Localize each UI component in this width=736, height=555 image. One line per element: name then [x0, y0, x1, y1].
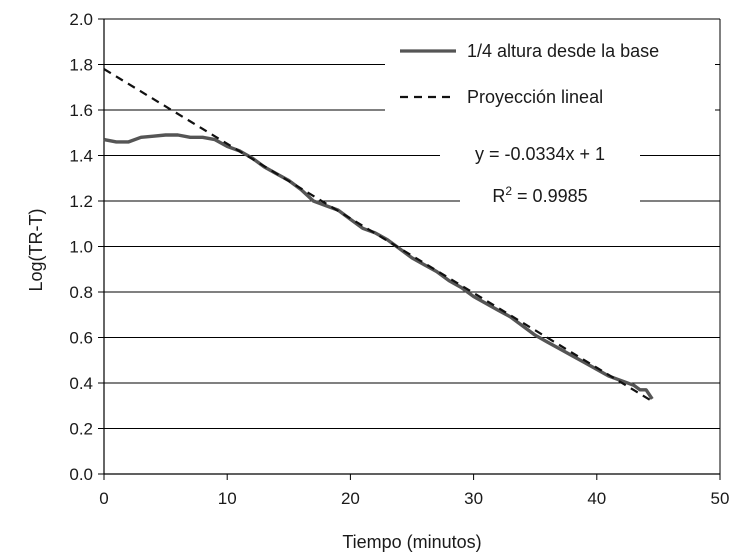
y-tick-labels: 0.0 0.2 0.4 0.6 0.8 1.0 1.2 1.4 1.6 1.8 2.0 — [69, 10, 93, 484]
y-tick-label: 1.0 — [69, 238, 93, 257]
x-tick-label: 50 — [711, 489, 730, 508]
x-tick-label: 0 — [99, 489, 108, 508]
x-tick-labels: 0 10 20 30 40 50 — [99, 489, 729, 508]
r-squared: R2 = 0.9985 — [492, 184, 587, 206]
equation-background — [440, 140, 640, 170]
regression-equation: y = -0.0334x + 1 — [475, 144, 605, 164]
y-tick-label: 2.0 — [69, 10, 93, 29]
axes — [98, 18, 721, 480]
r-squared-background — [460, 183, 640, 213]
x-tick-label: 10 — [218, 489, 237, 508]
series-lines — [103, 68, 654, 403]
y-tick-label: 1.6 — [69, 101, 93, 120]
regression-annotations: y = -0.0334x + 1 R2 = 0.9985 — [440, 140, 640, 213]
y-tick-label: 1.2 — [69, 192, 93, 211]
x-tick-label: 20 — [341, 489, 360, 508]
y-tick-label: 0.4 — [69, 374, 93, 393]
y-tick-label: 0.6 — [69, 329, 93, 348]
legend-label-measured: 1/4 altura desde la base — [467, 41, 659, 61]
legend: 1/4 altura desde la base Proyección line… — [385, 30, 715, 112]
y-tick-label: 1.8 — [69, 56, 93, 75]
series-line-measured — [103, 133, 654, 400]
y-tick-label: 0.2 — [69, 420, 93, 439]
x-tick-label: 30 — [464, 489, 483, 508]
legend-label-projection: Proyección lineal — [467, 87, 603, 107]
x-tick-label: 40 — [587, 489, 606, 508]
y-axis-label: Log(TR-T) — [26, 208, 46, 291]
y-tick-label: 0.8 — [69, 283, 93, 302]
legend-background — [385, 30, 715, 112]
series-line-projection — [103, 68, 653, 403]
y-tick-label: 0.0 — [69, 465, 93, 484]
y-tick-label: 1.4 — [69, 147, 93, 166]
x-axis-label: Tiempo (minutos) — [342, 532, 481, 552]
